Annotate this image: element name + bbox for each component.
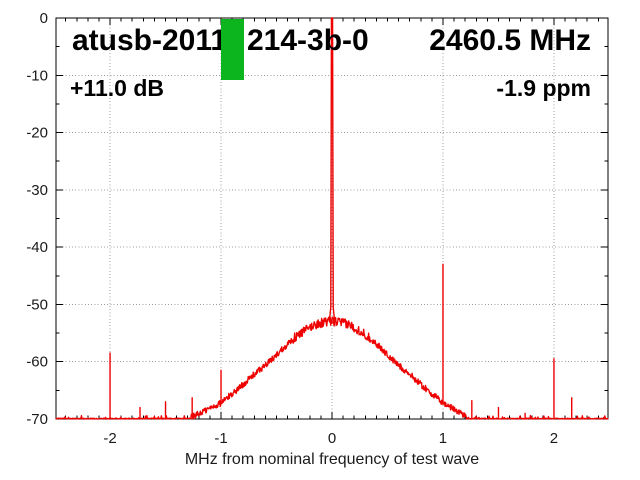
- pass-marker-bar: [221, 19, 244, 80]
- x-tick-label: 2: [550, 430, 558, 447]
- title-device-id: atusb-2011: [72, 24, 228, 57]
- power-level-label: +11.0 dB: [70, 75, 164, 101]
- y-tick-label: -60: [26, 354, 48, 371]
- frequency-offset-label: -1.9 ppm: [496, 75, 591, 101]
- y-tick-label: 0: [40, 10, 48, 27]
- axis-tick-labels: 0-10-20-30-40-50-60-70-2 -1 0 1 2: [26, 10, 558, 447]
- y-tick-label: -20: [26, 125, 48, 142]
- carrier-frequency-label: 2460.5 MHz: [429, 24, 591, 57]
- x-tick-label: -2: [103, 430, 116, 447]
- y-tick-label: -50: [26, 296, 48, 313]
- y-tick-label: -40: [26, 239, 48, 256]
- x-tick-label: 0: [328, 430, 336, 447]
- y-tick-label: -10: [26, 67, 48, 84]
- x-tick-label: -1: [214, 430, 227, 447]
- x-axis-title: MHz from nominal frequency of test wave: [184, 451, 480, 468]
- spectrum-trace: [55, 17, 609, 420]
- title-device-id-suffix: 214-3b-0: [247, 24, 369, 57]
- y-tick-label: -30: [26, 182, 48, 199]
- x-tick-label: 1: [439, 430, 447, 447]
- y-tick-label: -70: [26, 411, 48, 428]
